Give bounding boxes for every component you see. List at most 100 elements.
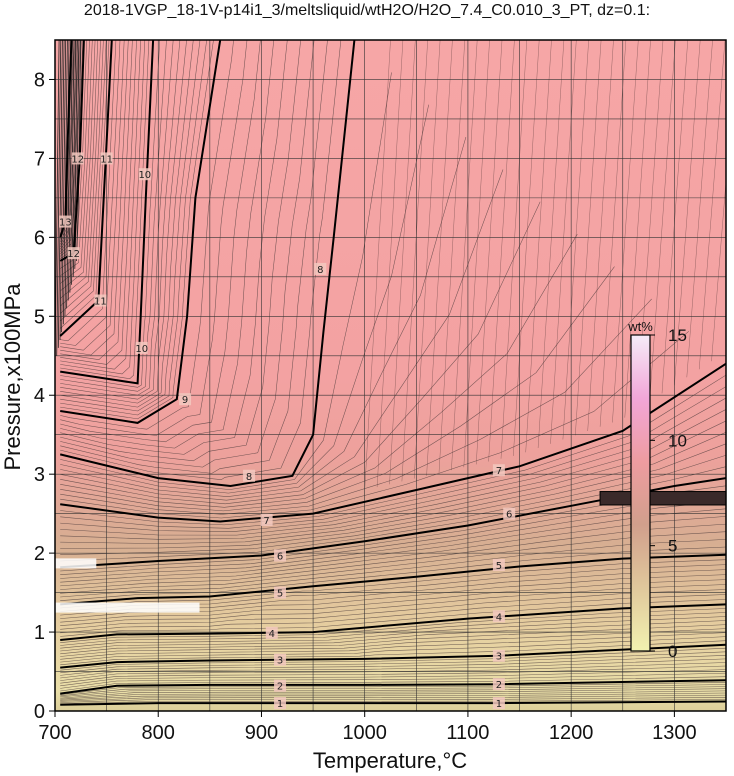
y-tick-label: 6 [34, 227, 45, 249]
thin-contour-line [60, 690, 726, 700]
annotation-bar [55, 602, 200, 613]
thin-contour-line [60, 409, 726, 536]
thin-contour-line [60, 658, 726, 679]
thin-contour-line [60, 684, 726, 697]
thin-contour-line [60, 40, 187, 404]
thin-contour-line [60, 594, 726, 634]
thin-contour-line [60, 40, 129, 356]
thin-contour-line [60, 40, 301, 462]
thin-contour-line [500, 40, 528, 459]
contour-line-3 [60, 643, 726, 669]
colorbar-tick-label: 0 [668, 642, 677, 661]
thin-contour-line [60, 201, 541, 505]
y-tick-label: 2 [34, 543, 45, 565]
thin-contour-line [513, 40, 540, 456]
thin-contour-line [60, 386, 726, 529]
x-axis-title: Temperature,°C [313, 748, 467, 773]
thin-contour-line [550, 40, 577, 444]
contour-label-bg [492, 558, 505, 571]
thin-contour-line [60, 40, 167, 392]
thin-contour-line [624, 40, 651, 418]
thin-contour-line [364, 40, 391, 491]
thin-contour-line [60, 40, 261, 443]
dark-bar [599, 491, 726, 506]
thin-contour-line [60, 40, 234, 430]
thin-contour-line [60, 466, 726, 562]
contour-label: 8 [317, 265, 323, 276]
thin-contour-line [587, 40, 614, 432]
thin-contour-line [60, 699, 726, 704]
thin-contour-line [60, 579, 726, 623]
contour-label-bg [265, 626, 278, 639]
thin-contour-line [59, 40, 80, 252]
contour-label-bg [492, 697, 505, 710]
x-tick-label: 700 [38, 722, 71, 744]
contour-label-bg [492, 678, 505, 691]
contour-label: 12 [71, 154, 84, 165]
contour-label: 6 [277, 551, 283, 562]
contour-label-bg [59, 215, 72, 228]
contour-line-11 [59, 40, 113, 337]
contour-label: 11 [100, 154, 113, 165]
thin-contour-line [60, 234, 578, 508]
thin-contour-line [60, 40, 174, 396]
colorbar: wt% 0 5 10 15 [627, 319, 687, 661]
thin-contour-line [60, 40, 315, 468]
contour-line-7 [60, 362, 726, 523]
thin-contour-line [686, 40, 713, 378]
x-tick-label: 1200 [549, 722, 594, 744]
y-tick-label: 4 [34, 385, 45, 407]
x-tick-label: 800 [142, 722, 175, 744]
thin-contour-line [525, 40, 552, 453]
thin-contour-line [599, 40, 627, 427]
contour-line-2 [60, 679, 726, 695]
thin-contour-line [537, 40, 565, 449]
thin-contour-line [562, 40, 589, 440]
thin-contour-line [60, 608, 726, 643]
colorbar-tick-label: 10 [668, 431, 687, 450]
contour-label: 2 [496, 680, 502, 691]
thin-contour-line [60, 40, 248, 436]
y-tick-label: 3 [34, 464, 45, 486]
contour-label: 10 [138, 170, 151, 181]
thin-contour-line [60, 40, 137, 365]
thin-contour-line [60, 523, 726, 590]
thin-contour-line [60, 104, 429, 494]
thin-contour-line [60, 40, 133, 360]
thin-contour-line [60, 620, 726, 652]
contour-line-9 [60, 40, 222, 424]
x-axis: 700 800 900 1000 1100 1200 1300 [38, 711, 697, 744]
thin-contour-line [438, 40, 466, 473]
thin-contour-line [451, 40, 478, 471]
contour-line-13 [59, 40, 73, 238]
thin-contour-line [60, 624, 726, 655]
thin-contour-line [60, 612, 726, 646]
contour-label: 2 [277, 682, 283, 693]
x-tick-label: 1000 [342, 722, 387, 744]
contour-label: 12 [67, 249, 80, 260]
thin-contour-line [60, 40, 194, 408]
thin-contour-line [60, 397, 726, 532]
y-tick-label: 5 [34, 306, 45, 328]
thin-contour-line [60, 40, 201, 412]
thin-contour-line [60, 40, 87, 269]
thin-contour-line [60, 298, 652, 515]
thin-contour-line [60, 599, 726, 637]
thin-contour-line [60, 692, 726, 701]
contour-line-4 [60, 603, 726, 641]
thin-contour-line [60, 40, 99, 299]
thin-contour-line [60, 40, 141, 370]
contour-label-bg [274, 586, 287, 599]
thin-contour-line [60, 40, 161, 388]
contour-label: 6 [506, 510, 512, 521]
thin-contour-line [674, 40, 701, 386]
thin-contour-line [60, 266, 615, 512]
thin-contour-line [60, 686, 726, 698]
thin-contour-line [661, 40, 689, 394]
contour-line-1 [60, 700, 726, 706]
contour-label-bg [492, 649, 505, 662]
contour-label: 10 [135, 344, 148, 355]
y-axis-title: Pressure,x100MPa [0, 283, 25, 471]
